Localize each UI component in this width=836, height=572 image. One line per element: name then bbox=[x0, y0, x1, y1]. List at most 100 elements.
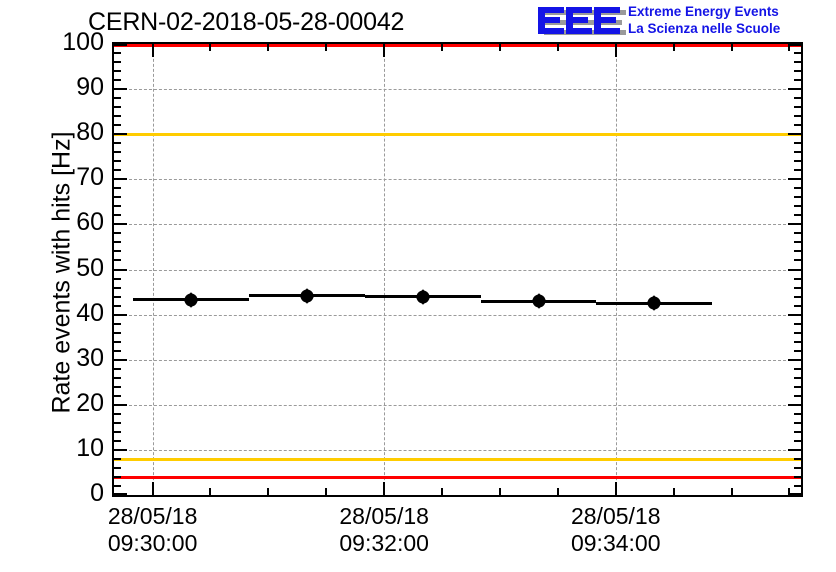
data-point-marker[interactable] bbox=[183, 291, 199, 308]
y-tick-minor bbox=[794, 250, 801, 253]
y-tick-minor bbox=[794, 439, 801, 442]
x-tick-minor bbox=[556, 44, 559, 51]
x-tick-major bbox=[383, 482, 386, 495]
y-tick-minor bbox=[794, 52, 801, 55]
x-tick-minor bbox=[498, 44, 501, 51]
x-tick-minor bbox=[267, 488, 270, 495]
y-tick-minor bbox=[114, 277, 121, 280]
y-tick-minor bbox=[794, 187, 801, 190]
y-tick-label: 50 bbox=[76, 253, 104, 282]
data-point-marker[interactable] bbox=[646, 295, 663, 312]
y-tick-label: 40 bbox=[76, 298, 104, 327]
y-tick-major bbox=[114, 223, 127, 226]
y-tick-minor bbox=[794, 277, 801, 280]
y-tick-major bbox=[788, 88, 801, 91]
y-tick-major bbox=[788, 44, 801, 46]
data-point-marker[interactable] bbox=[414, 288, 431, 305]
y-tick-major bbox=[114, 493, 127, 495]
eee-logo-line2: La Scienza nelle Scuole bbox=[628, 21, 781, 36]
y-tick-major bbox=[788, 133, 801, 136]
y-tick-minor bbox=[114, 295, 121, 298]
y-tick-minor bbox=[114, 169, 121, 172]
gridline-horizontal bbox=[114, 359, 801, 361]
y-tick-minor bbox=[114, 142, 121, 145]
y-tick-minor bbox=[794, 322, 801, 325]
y-tick-minor bbox=[794, 295, 801, 298]
y-tick-minor bbox=[114, 232, 121, 235]
y-tick-label: 20 bbox=[76, 388, 104, 417]
y-tick-minor bbox=[794, 430, 801, 433]
y-tick-major bbox=[114, 448, 127, 451]
gridline-vertical bbox=[152, 44, 154, 495]
y-tick-label: 100 bbox=[62, 28, 104, 56]
x-tick-minor bbox=[267, 44, 270, 51]
y-tick-label: 80 bbox=[76, 118, 104, 147]
y-tick-label: 70 bbox=[76, 163, 104, 192]
y-tick-label: 60 bbox=[76, 208, 104, 237]
y-tick-minor bbox=[794, 61, 801, 64]
plot-frame bbox=[112, 42, 803, 497]
y-tick-minor bbox=[794, 169, 801, 172]
y-tick-major bbox=[114, 313, 127, 316]
y-tick-minor bbox=[794, 340, 801, 343]
y-tick-minor bbox=[114, 241, 121, 244]
x-tick-label-date: 28/05/18 bbox=[107, 503, 198, 529]
x-tick-minor bbox=[672, 488, 675, 495]
y-tick-minor bbox=[114, 196, 121, 199]
y-tick-major bbox=[114, 178, 127, 181]
x-tick-major bbox=[614, 44, 617, 57]
x-tick-minor bbox=[325, 488, 328, 495]
y-tick-major bbox=[114, 403, 127, 406]
y-tick-minor bbox=[794, 115, 801, 118]
y-tick-minor bbox=[794, 124, 801, 127]
data-point-marker[interactable] bbox=[299, 287, 315, 304]
y-tick-minor bbox=[794, 304, 801, 307]
y-tick-minor bbox=[794, 475, 801, 478]
y-tick-minor bbox=[114, 160, 121, 163]
y-tick-minor bbox=[794, 259, 801, 262]
gridline-horizontal bbox=[114, 224, 801, 226]
x-tick-minor bbox=[498, 488, 501, 495]
x-tick-label: 28/05/18 09:34:00 bbox=[516, 503, 716, 557]
gridline-horizontal bbox=[114, 314, 801, 316]
x-tick-minor bbox=[209, 488, 212, 495]
y-tick-label: 10 bbox=[76, 433, 104, 462]
y-tick-major bbox=[788, 313, 801, 316]
y-tick-minor bbox=[114, 430, 121, 433]
x-tick-label: 28/05/18 09:30:00 bbox=[53, 503, 253, 557]
upper-red-limit bbox=[114, 44, 801, 47]
y-tick-major bbox=[788, 268, 801, 271]
y-tick-minor bbox=[794, 241, 801, 244]
x-tick-label-time: 09:30:00 bbox=[107, 530, 198, 556]
y-tick-minor bbox=[114, 97, 121, 100]
gridline-horizontal bbox=[114, 404, 801, 406]
x-tick-major bbox=[383, 44, 386, 57]
y-tick-minor bbox=[794, 385, 801, 388]
y-tick-minor bbox=[114, 421, 121, 424]
y-tick-minor bbox=[114, 115, 121, 118]
y-tick-minor bbox=[794, 457, 801, 460]
x-tick-label-time: 09:32:00 bbox=[339, 530, 429, 556]
y-tick-minor bbox=[114, 385, 121, 388]
y-tick-minor bbox=[114, 331, 121, 334]
y-tick-minor bbox=[114, 367, 121, 370]
y-tick-minor bbox=[794, 466, 801, 469]
y-tick-minor bbox=[114, 304, 121, 307]
x-tick-minor bbox=[730, 44, 733, 51]
gridline-horizontal bbox=[114, 269, 801, 271]
x-tick-label-date: 28/05/18 bbox=[570, 503, 661, 529]
y-tick-minor bbox=[794, 367, 801, 370]
y-tick-minor bbox=[114, 187, 121, 190]
y-tick-label: 30 bbox=[76, 343, 104, 372]
data-point-marker[interactable] bbox=[530, 293, 547, 309]
y-tick-major bbox=[114, 88, 127, 91]
y-tick-minor bbox=[114, 70, 121, 73]
x-tick-major bbox=[151, 482, 154, 495]
y-tick-minor bbox=[114, 214, 121, 217]
y-tick-minor bbox=[794, 79, 801, 82]
y-tick-minor bbox=[794, 205, 801, 208]
y-tick-minor bbox=[114, 376, 121, 379]
y-tick-minor bbox=[114, 475, 121, 478]
y-tick-minor bbox=[794, 349, 801, 352]
x-tick-minor bbox=[730, 488, 733, 495]
